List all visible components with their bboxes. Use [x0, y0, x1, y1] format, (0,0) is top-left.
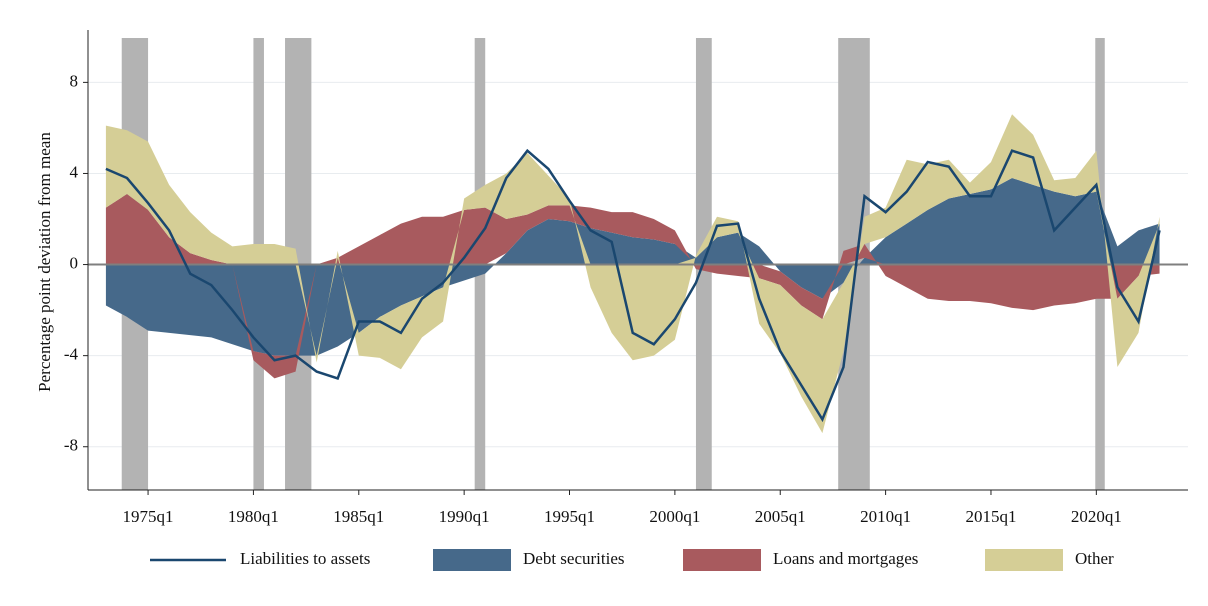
x-tick-label: 1985q1: [333, 507, 384, 526]
x-tick-label: 2005q1: [755, 507, 806, 526]
line: [105, 148, 1161, 423]
y-axis-label: Percentage point deviation from mean: [35, 132, 54, 392]
legend-label: Other: [1075, 549, 1114, 568]
y-tick-label: 0: [70, 253, 79, 272]
legend-swatch: [985, 549, 1063, 571]
x-tick-label: 2010q1: [860, 507, 911, 526]
y-tick-label: -4: [64, 345, 79, 364]
x-tick-label: 2000q1: [649, 507, 700, 526]
legend-label: Debt securities: [523, 549, 625, 568]
legend-swatch: [683, 549, 761, 571]
x-tick-label: 1975q1: [123, 507, 174, 526]
legend-label: Liabilities to assets: [240, 549, 370, 568]
legend-label: Loans and mortgages: [773, 549, 918, 568]
x-tick-label: 2015q1: [965, 507, 1016, 526]
area: [105, 193, 1160, 379]
y-tick-label: 4: [70, 162, 79, 181]
x-tick-label: 1990q1: [439, 507, 490, 526]
y-tick-label: 8: [70, 71, 79, 90]
x-tick-label: 1995q1: [544, 507, 595, 526]
x-tick-label: 1980q1: [228, 507, 279, 526]
y-tick-label: -8: [64, 436, 78, 455]
area: [105, 178, 1160, 356]
legend-swatch: [433, 549, 511, 571]
x-tick-label: 2020q1: [1071, 507, 1122, 526]
area: [105, 114, 1160, 434]
